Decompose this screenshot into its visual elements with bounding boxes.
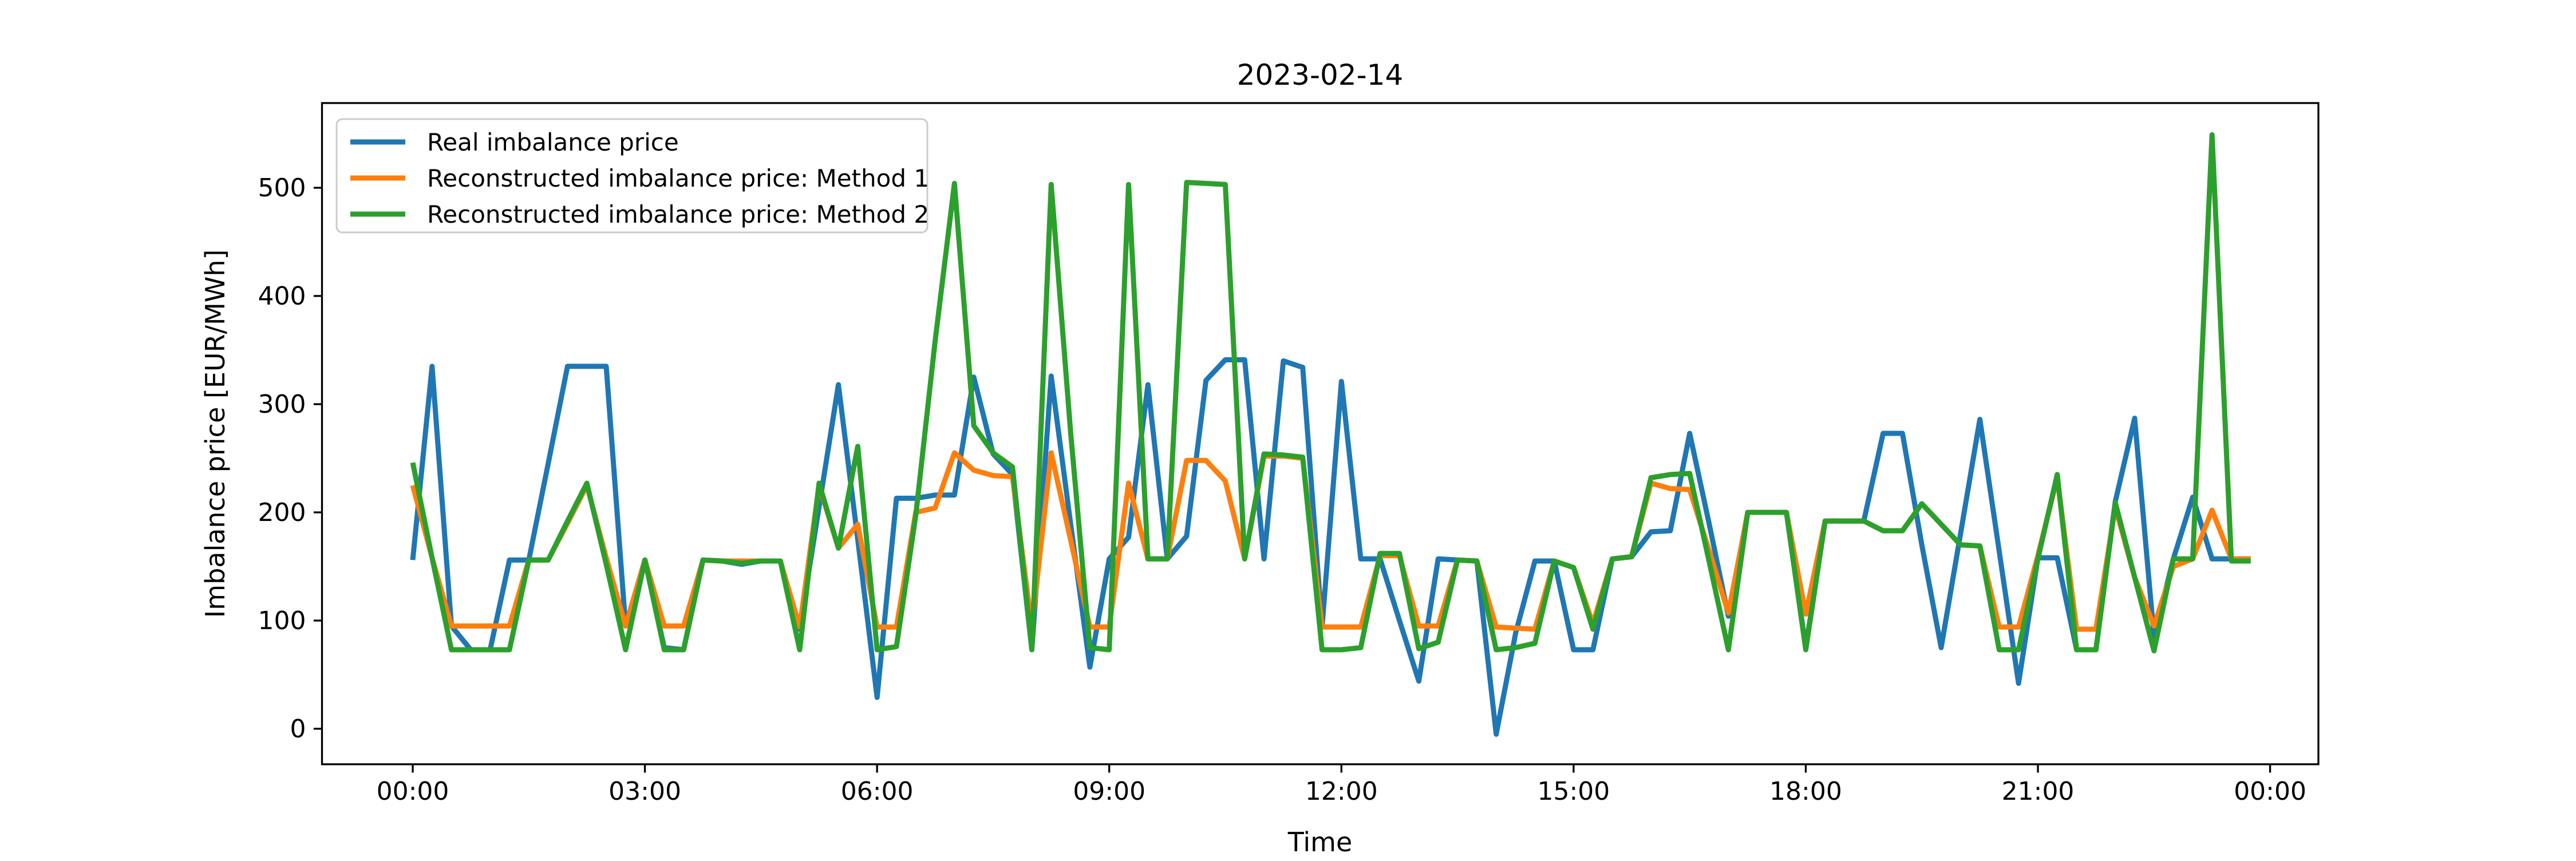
x-axis-label: Time	[1287, 827, 1353, 858]
legend: Real imbalance price Reconstructed imbala…	[335, 118, 929, 234]
legend-box	[335, 118, 929, 234]
x-tick-label: 09:00	[1073, 777, 1145, 806]
x-tick-label: 12:00	[1305, 777, 1378, 806]
legend-item-label: Reconstructed imbalance price: Method 2	[427, 200, 929, 228]
legend-item-label: Real imbalance price	[427, 128, 679, 156]
x-tick-label: 15:00	[1537, 777, 1610, 806]
chart-title: 2023-02-14	[1237, 58, 1404, 92]
y-tick-label: 300	[258, 390, 306, 419]
x-tick-label: 18:00	[1769, 777, 1842, 806]
x-tick-label: 03:00	[609, 777, 681, 806]
x-axis: 00:00 03:00 06:00 09:00 12:00 15:00 18:00 21:00…	[377, 764, 2306, 806]
x-tick-label: 00:00	[377, 777, 449, 806]
series-reconstructed-method-2	[410, 132, 2251, 654]
y-tick-label: 500	[258, 173, 306, 203]
y-tick-label: 400	[258, 282, 306, 311]
x-tick-label: 00:00	[2234, 777, 2306, 806]
y-axis: 0 100 200 300 400 500	[258, 173, 322, 744]
plot-area	[321, 102, 2320, 765]
y-tick-label: 200	[258, 498, 306, 527]
y-tick-label: 0	[290, 714, 306, 744]
x-tick-label: 21:00	[2002, 777, 2075, 806]
legend-item-label: Reconstructed imbalance price: Method 1	[427, 164, 929, 192]
x-tick-label: 06:00	[841, 777, 914, 806]
y-tick-label: 100	[258, 606, 306, 635]
series-group	[410, 132, 2251, 737]
y-axis-label: Imbalance price [EUR/MWh]	[200, 250, 231, 618]
